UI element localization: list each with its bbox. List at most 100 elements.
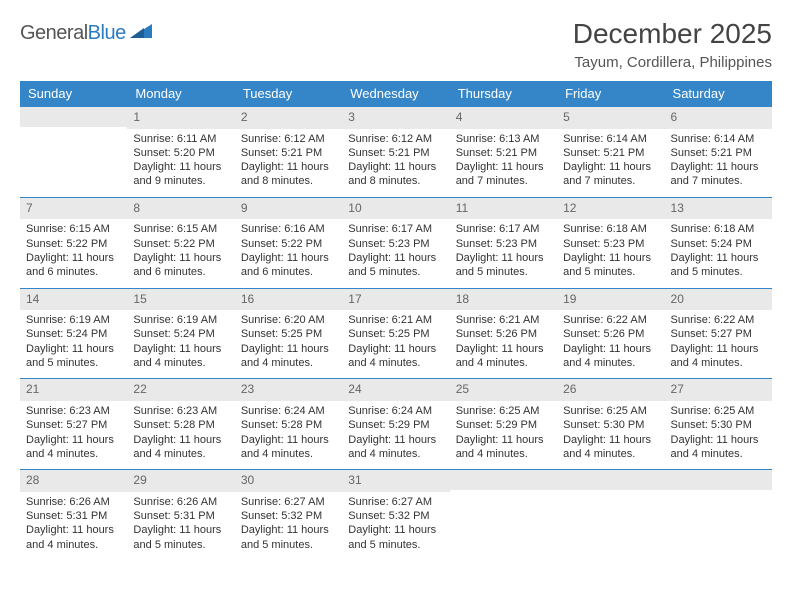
day-info-line: Daylight: 11 hours — [241, 160, 336, 174]
day-content: Sunrise: 6:24 AMSunset: 5:28 PMDaylight:… — [235, 401, 342, 469]
day-number: 26 — [557, 379, 664, 401]
day-info-line: Sunset: 5:31 PM — [26, 509, 121, 523]
day-number: 12 — [557, 198, 664, 220]
calendar-week-row: 1Sunrise: 6:11 AMSunset: 5:20 PMDaylight… — [20, 107, 772, 198]
day-info-line: Sunset: 5:30 PM — [563, 418, 658, 432]
day-info-line: Sunset: 5:28 PM — [241, 418, 336, 432]
day-info-line: Daylight: 11 hours — [671, 342, 766, 356]
day-info-line: Sunset: 5:21 PM — [671, 146, 766, 160]
day-number: 23 — [235, 379, 342, 401]
day-info-line: Sunset: 5:27 PM — [671, 327, 766, 341]
day-content: Sunrise: 6:16 AMSunset: 5:22 PMDaylight:… — [235, 219, 342, 287]
logo-text-part2: Blue — [88, 22, 126, 44]
day-content: Sunrise: 6:21 AMSunset: 5:25 PMDaylight:… — [342, 310, 449, 378]
day-info-line: Sunrise: 6:22 AM — [563, 313, 658, 327]
day-number: 4 — [450, 107, 557, 129]
calendar-day-cell: 21Sunrise: 6:23 AMSunset: 5:27 PMDayligh… — [20, 379, 127, 470]
calendar-day-cell: 7Sunrise: 6:15 AMSunset: 5:22 PMDaylight… — [20, 197, 127, 288]
day-info-line: Sunrise: 6:22 AM — [671, 313, 766, 327]
calendar-day-cell: 24Sunrise: 6:24 AMSunset: 5:29 PMDayligh… — [342, 379, 449, 470]
day-info-line: and 5 minutes. — [133, 538, 228, 552]
calendar-day-cell: 5Sunrise: 6:14 AMSunset: 5:21 PMDaylight… — [557, 107, 664, 198]
day-info-line: Daylight: 11 hours — [456, 342, 551, 356]
day-info-line: and 4 minutes. — [563, 356, 658, 370]
day-content: Sunrise: 6:22 AMSunset: 5:27 PMDaylight:… — [665, 310, 772, 378]
calendar-day-cell: 1Sunrise: 6:11 AMSunset: 5:20 PMDaylight… — [127, 107, 234, 198]
day-content: Sunrise: 6:26 AMSunset: 5:31 PMDaylight:… — [20, 492, 127, 560]
calendar-day-cell: 27Sunrise: 6:25 AMSunset: 5:30 PMDayligh… — [665, 379, 772, 470]
logo-triangle-icon — [130, 22, 154, 45]
day-info-line: Sunrise: 6:21 AM — [456, 313, 551, 327]
day-info-line: Daylight: 11 hours — [456, 160, 551, 174]
day-info-line: Sunrise: 6:18 AM — [671, 222, 766, 236]
day-number: 8 — [127, 198, 234, 220]
calendar-week-row: 7Sunrise: 6:15 AMSunset: 5:22 PMDaylight… — [20, 197, 772, 288]
day-number: 2 — [235, 107, 342, 129]
day-info-line: Sunset: 5:21 PM — [456, 146, 551, 160]
day-info-line: Sunrise: 6:25 AM — [563, 404, 658, 418]
day-info-line: Sunrise: 6:23 AM — [133, 404, 228, 418]
day-info-line: and 7 minutes. — [456, 174, 551, 188]
calendar-day-cell: 12Sunrise: 6:18 AMSunset: 5:23 PMDayligh… — [557, 197, 664, 288]
day-info-line: and 4 minutes. — [348, 447, 443, 461]
day-info-line: Sunrise: 6:18 AM — [563, 222, 658, 236]
month-title: December 2025 — [573, 18, 772, 50]
day-number: 28 — [20, 470, 127, 492]
day-info-line: Daylight: 11 hours — [671, 160, 766, 174]
day-content: Sunrise: 6:12 AMSunset: 5:21 PMDaylight:… — [342, 129, 449, 197]
day-info-line: Daylight: 11 hours — [348, 251, 443, 265]
day-info-line: Sunset: 5:22 PM — [241, 237, 336, 251]
day-info-line: and 6 minutes. — [26, 265, 121, 279]
day-content: Sunrise: 6:15 AMSunset: 5:22 PMDaylight:… — [20, 219, 127, 287]
calendar-week-row: 21Sunrise: 6:23 AMSunset: 5:27 PMDayligh… — [20, 379, 772, 470]
day-info-line: and 4 minutes. — [563, 447, 658, 461]
day-info-line: Sunset: 5:25 PM — [241, 327, 336, 341]
day-info-line: Daylight: 11 hours — [133, 523, 228, 537]
day-info-line: Sunrise: 6:24 AM — [348, 404, 443, 418]
day-number: 18 — [450, 289, 557, 311]
day-content: Sunrise: 6:22 AMSunset: 5:26 PMDaylight:… — [557, 310, 664, 378]
day-number: 17 — [342, 289, 449, 311]
calendar-body: 1Sunrise: 6:11 AMSunset: 5:20 PMDaylight… — [20, 107, 772, 560]
day-info-line: Sunset: 5:26 PM — [563, 327, 658, 341]
day-info-line: Sunset: 5:29 PM — [348, 418, 443, 432]
calendar-day-cell: 30Sunrise: 6:27 AMSunset: 5:32 PMDayligh… — [235, 470, 342, 560]
calendar-day-cell: 16Sunrise: 6:20 AMSunset: 5:25 PMDayligh… — [235, 288, 342, 379]
day-info-line: and 5 minutes. — [26, 356, 121, 370]
day-info-line: Sunset: 5:22 PM — [26, 237, 121, 251]
day-info-line: Sunset: 5:32 PM — [241, 509, 336, 523]
day-info-line: Daylight: 11 hours — [241, 433, 336, 447]
day-info-line: Sunrise: 6:12 AM — [241, 132, 336, 146]
calendar-day-cell: 25Sunrise: 6:25 AMSunset: 5:29 PMDayligh… — [450, 379, 557, 470]
title-block: December 2025 Tayum, Cordillera, Philipp… — [573, 18, 772, 71]
day-info-line: and 5 minutes. — [348, 538, 443, 552]
day-info-line: Sunset: 5:22 PM — [133, 237, 228, 251]
day-content: Sunrise: 6:17 AMSunset: 5:23 PMDaylight:… — [450, 219, 557, 287]
day-info-line: Sunrise: 6:12 AM — [348, 132, 443, 146]
day-info-line: Sunset: 5:21 PM — [563, 146, 658, 160]
day-number: 24 — [342, 379, 449, 401]
day-number — [665, 470, 772, 490]
day-info-line: Sunrise: 6:26 AM — [26, 495, 121, 509]
day-number: 11 — [450, 198, 557, 220]
day-info-line: Sunset: 5:20 PM — [133, 146, 228, 160]
day-content — [665, 490, 772, 552]
day-content: Sunrise: 6:27 AMSunset: 5:32 PMDaylight:… — [235, 492, 342, 560]
day-content: Sunrise: 6:14 AMSunset: 5:21 PMDaylight:… — [665, 129, 772, 197]
day-info-line: Sunset: 5:26 PM — [456, 327, 551, 341]
calendar-day-cell: 10Sunrise: 6:17 AMSunset: 5:23 PMDayligh… — [342, 197, 449, 288]
weekday-monday: Monday — [127, 81, 234, 107]
day-info-line: Sunrise: 6:14 AM — [563, 132, 658, 146]
day-info-line: Daylight: 11 hours — [563, 251, 658, 265]
day-info-line: and 4 minutes. — [26, 447, 121, 461]
day-info-line: Sunset: 5:21 PM — [348, 146, 443, 160]
day-info-line: Sunrise: 6:15 AM — [26, 222, 121, 236]
day-content — [557, 490, 664, 552]
day-number: 27 — [665, 379, 772, 401]
day-info-line: Daylight: 11 hours — [671, 251, 766, 265]
calendar-day-cell: 18 Sunrise: 6:21 AMSunset: 5:26 PMDayligh… — [450, 288, 557, 379]
day-info-line: Sunrise: 6:17 AM — [348, 222, 443, 236]
calendar-day-cell: 8Sunrise: 6:15 AMSunset: 5:22 PMDaylight… — [127, 197, 234, 288]
day-info-line: Sunset: 5:31 PM — [133, 509, 228, 523]
day-info-line: Daylight: 11 hours — [26, 433, 121, 447]
